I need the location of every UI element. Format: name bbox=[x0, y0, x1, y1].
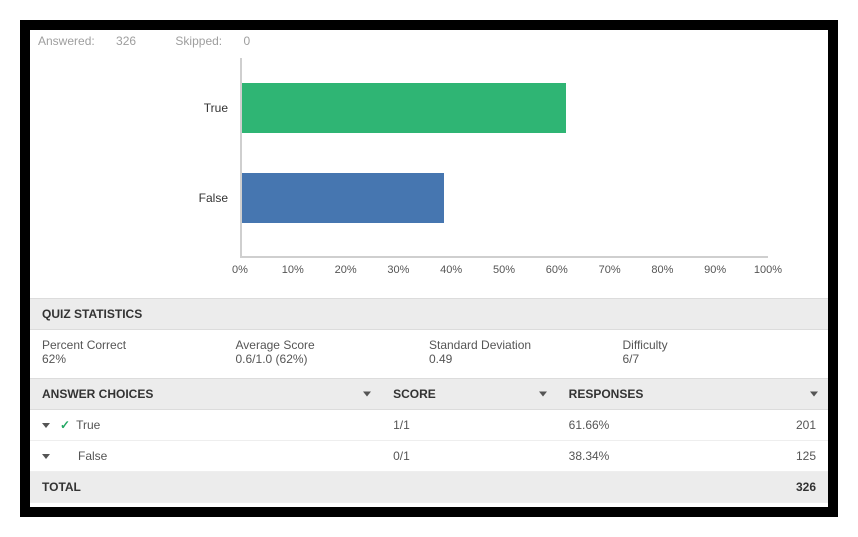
col-score[interactable]: SCORE bbox=[381, 379, 557, 410]
score-cell: 0/1 bbox=[381, 441, 557, 472]
response-count-cell: 125 bbox=[718, 441, 828, 472]
quiz-statistics-row: Percent Correct62%Average Score0.6/1.0 (… bbox=[30, 330, 828, 378]
answer-cell: False bbox=[30, 441, 381, 472]
col-answer-choices-label: ANSWER CHOICES bbox=[42, 387, 153, 401]
response-meta: Answered: 326 Skipped: 0 bbox=[30, 30, 828, 58]
caret-down-icon bbox=[42, 423, 50, 428]
chart-x-tick: 30% bbox=[387, 264, 409, 276]
caret-down-icon bbox=[42, 454, 50, 459]
chart-bar-label: False bbox=[199, 191, 242, 205]
skipped-block: Skipped: 0 bbox=[175, 34, 268, 48]
stat-value: 0.49 bbox=[429, 352, 623, 366]
stat-label: Standard Deviation bbox=[429, 338, 623, 352]
chart-x-tick: 100% bbox=[754, 264, 782, 276]
chart-bar-row: False bbox=[242, 173, 768, 223]
chart-x-tick: 10% bbox=[282, 264, 304, 276]
answers-table: ANSWER CHOICES SCORE RESPONSES ✓ True 1/16… bbox=[30, 378, 828, 503]
stat-value: 6/7 bbox=[623, 352, 817, 366]
stat-label: Average Score bbox=[236, 338, 430, 352]
response-pct-cell: 61.66% bbox=[557, 410, 718, 441]
table-row[interactable]: False 0/138.34%125 bbox=[30, 441, 828, 472]
answered-label: Answered: bbox=[38, 34, 95, 48]
chart-bar bbox=[242, 83, 566, 133]
chart-x-tick: 80% bbox=[651, 264, 673, 276]
skipped-label: Skipped: bbox=[175, 34, 222, 48]
quiz-statistics-header: QUIZ STATISTICS bbox=[30, 298, 828, 330]
col-responses[interactable]: RESPONSES bbox=[557, 379, 828, 410]
answered-value: 326 bbox=[116, 34, 136, 48]
answer-label: False bbox=[78, 449, 107, 463]
stat-block: Standard Deviation0.49 bbox=[429, 338, 623, 366]
stat-block: Difficulty6/7 bbox=[623, 338, 817, 366]
chart-x-tick: 20% bbox=[335, 264, 357, 276]
col-responses-label: RESPONSES bbox=[569, 387, 644, 401]
chart-x-tick: 60% bbox=[546, 264, 568, 276]
col-score-label: SCORE bbox=[393, 387, 436, 401]
chart-bar-label: True bbox=[204, 101, 242, 115]
chart-x-tick: 50% bbox=[493, 264, 515, 276]
total-label: TOTAL bbox=[30, 472, 718, 503]
bar-chart: True False 0% 10% 20% 30% 40% 50% 60% 70% 80% 90% 1… bbox=[30, 58, 828, 298]
col-answer-choices[interactable]: ANSWER CHOICES bbox=[30, 379, 381, 410]
chart-x-tick: 90% bbox=[704, 264, 726, 276]
table-total-row: TOTAL326 bbox=[30, 472, 828, 503]
stat-value: 62% bbox=[42, 352, 236, 366]
stat-label: Difficulty bbox=[623, 338, 817, 352]
check-icon: ✓ bbox=[60, 418, 70, 432]
response-pct-cell: 38.34% bbox=[557, 441, 718, 472]
score-cell: 1/1 bbox=[381, 410, 557, 441]
stat-value: 0.6/1.0 (62%) bbox=[236, 352, 430, 366]
skipped-value: 0 bbox=[243, 34, 250, 48]
caret-down-icon bbox=[363, 392, 371, 397]
answer-label: True bbox=[76, 418, 100, 432]
caret-down-icon bbox=[810, 392, 818, 397]
chart-x-tick: 0% bbox=[232, 264, 248, 276]
chart-plot-area: True False bbox=[240, 58, 768, 258]
stat-block: Percent Correct62% bbox=[42, 338, 236, 366]
stat-block: Average Score0.6/1.0 (62%) bbox=[236, 338, 430, 366]
total-value: 326 bbox=[718, 472, 828, 503]
response-count-cell: 201 bbox=[718, 410, 828, 441]
answer-cell: ✓ True bbox=[30, 410, 381, 441]
chart-x-axis: 0%10%20%30%40%50%60%70%80%90%100% bbox=[240, 258, 768, 288]
chart-x-tick: 40% bbox=[440, 264, 462, 276]
answered-block: Answered: 326 bbox=[38, 34, 157, 48]
caret-down-icon bbox=[539, 392, 547, 397]
table-row[interactable]: ✓ True 1/161.66%201 bbox=[30, 410, 828, 441]
chart-bar bbox=[242, 173, 444, 223]
stat-label: Percent Correct bbox=[42, 338, 236, 352]
chart-x-tick: 70% bbox=[599, 264, 621, 276]
chart-bar-row: True bbox=[242, 83, 768, 133]
report-frame: Answered: 326 Skipped: 0 True False 0% 10%… bbox=[20, 20, 838, 517]
